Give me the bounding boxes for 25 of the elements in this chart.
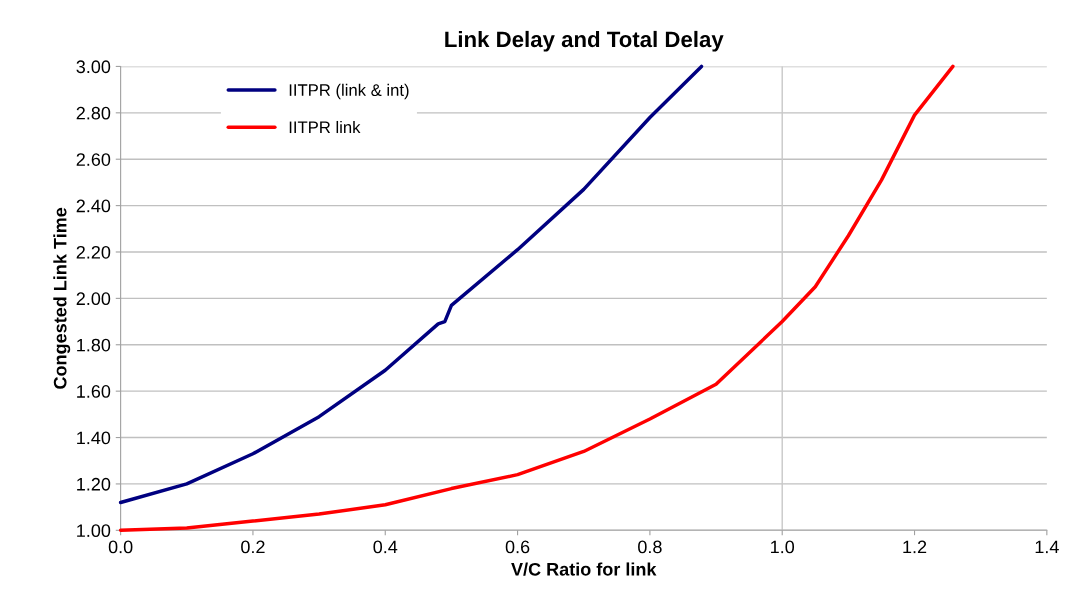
x-tick-label: 1.0 xyxy=(771,540,795,554)
legend-label: IITPR (link & int) xyxy=(289,83,409,100)
y-tick-label: 2.60 xyxy=(76,153,111,166)
y-tick-label: 2.80 xyxy=(76,106,111,120)
line-series xyxy=(118,64,704,505)
y-tick-label: 2.20 xyxy=(76,245,111,259)
x-tick-label: 1.4 xyxy=(1035,540,1059,554)
x-tick-label: 0.4 xyxy=(373,540,398,554)
x-tick-label: 0.8 xyxy=(638,540,662,554)
x-axis-title: V/C Ratio for link xyxy=(511,562,657,576)
y-tick-label: 2.40 xyxy=(76,199,111,213)
y-tick-label: 3.00 xyxy=(76,60,111,74)
x-tick-label: 1.2 xyxy=(903,540,927,554)
x-tick-label: 0.0 xyxy=(108,540,133,554)
y-tick-label: 1.20 xyxy=(77,477,111,491)
x-tick-label: 0.6 xyxy=(505,540,530,554)
chart-title: Link Delay and Total Delay xyxy=(445,30,724,52)
y-axis-title: Congested Link Time xyxy=(53,207,71,389)
legend-label: IITPR link xyxy=(289,120,361,134)
y-tick-label: 2.00 xyxy=(76,292,111,306)
y-tick-label: 1.00 xyxy=(77,524,111,538)
y-tick-label: 1.60 xyxy=(77,385,111,398)
y-tick-label: 1.40 xyxy=(77,431,111,445)
x-tick-label: 0.2 xyxy=(241,540,265,554)
y-tick-label: 1.80 xyxy=(77,338,111,352)
